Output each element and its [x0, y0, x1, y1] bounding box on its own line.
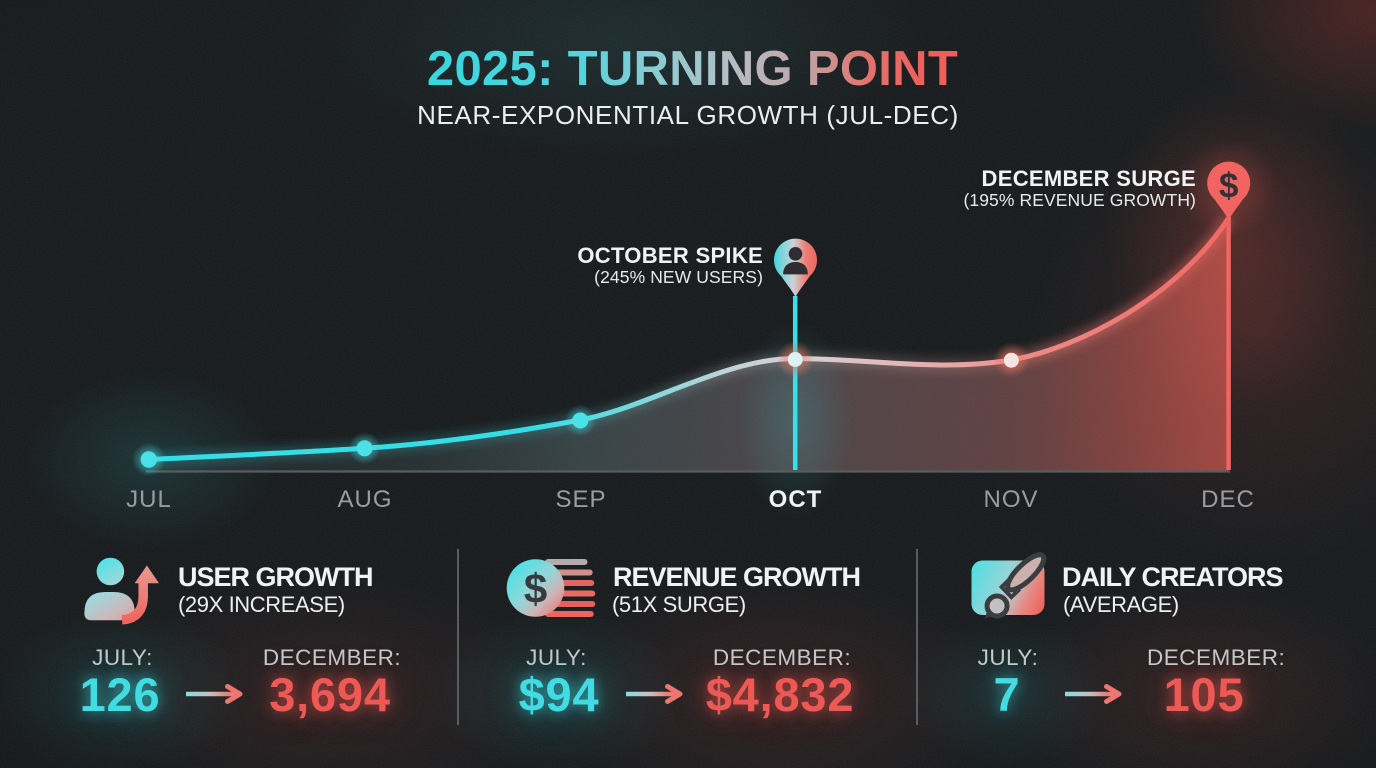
svg-text:$: $	[524, 565, 547, 612]
svg-text:AUG: AUG	[337, 486, 392, 513]
svg-text:$: $	[1219, 167, 1238, 206]
svg-text:OCT: OCT	[769, 486, 823, 513]
svg-text:NOV: NOV	[983, 486, 1038, 513]
svg-text:JUL: JUL	[126, 486, 172, 513]
svg-text:DEC: DEC	[1201, 486, 1255, 513]
svg-text:SEP: SEP	[555, 486, 606, 513]
